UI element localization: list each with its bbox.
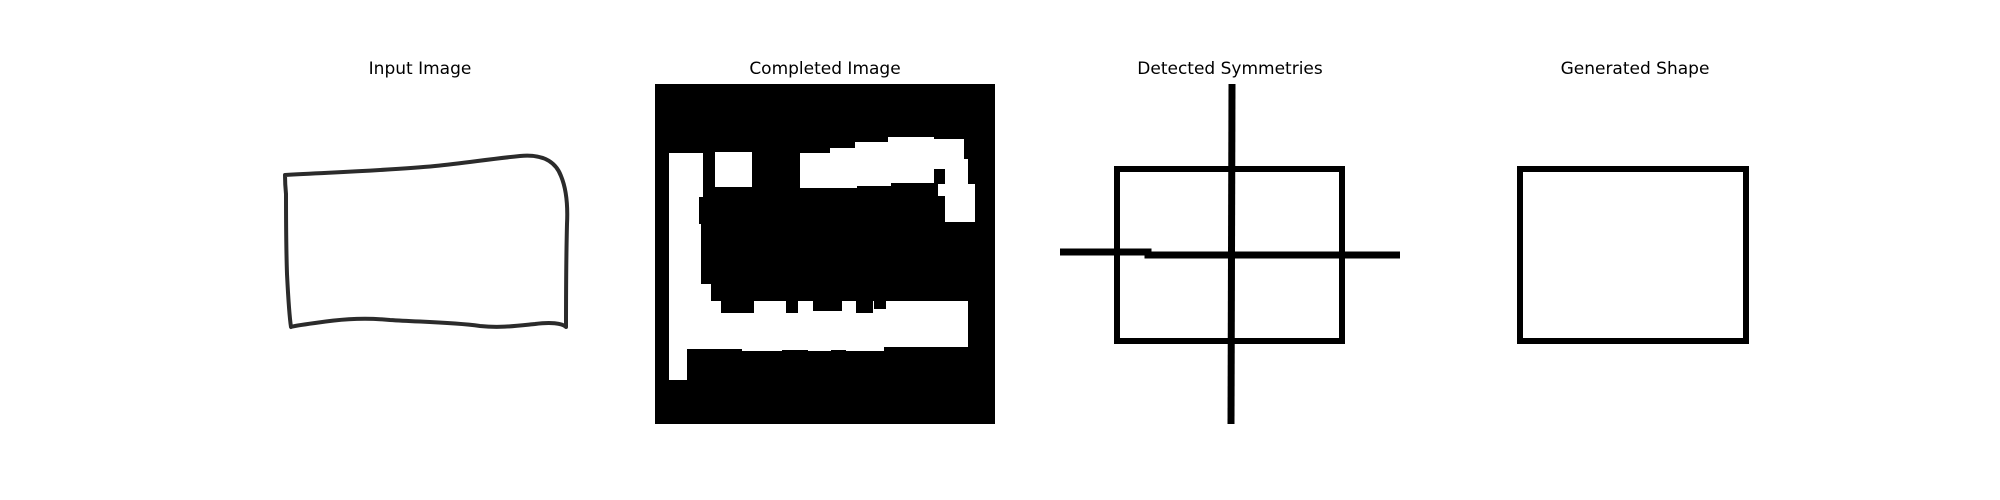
- panel-completed-image: Completed Image: [655, 0, 995, 500]
- panel-title-input: Input Image: [368, 59, 472, 79]
- mask-block: [808, 339, 831, 351]
- mask-gap: [786, 301, 798, 313]
- completed-gaps: [721, 301, 886, 313]
- mask-gap: [874, 301, 886, 309]
- mask-block: [830, 148, 857, 160]
- generated-rectangle: [1517, 166, 1749, 344]
- mask-block: [778, 334, 814, 350]
- mask-gap: [856, 301, 873, 313]
- mask-block: [674, 339, 742, 349]
- input-sketch-svg: [283, 153, 570, 329]
- panel-title-symmetries: Detected Symmetries: [1137, 59, 1323, 79]
- mask-gap: [721, 301, 754, 313]
- panel-title-generated: Generated Shape: [1560, 59, 1710, 79]
- generated-shape-svg: [1517, 166, 1749, 344]
- panel-title-completed: Completed Image: [749, 59, 901, 79]
- completed-background: [655, 84, 995, 424]
- generated-shape-canvas: [1465, 84, 1805, 424]
- panel-input-image: Input Image: [250, 0, 590, 500]
- panel-detected-symmetries: Detected Symmetries: [1060, 0, 1400, 500]
- mask-block: [669, 191, 699, 224]
- horizontal-symmetry-axis: [1060, 248, 1400, 259]
- mask-block: [846, 338, 884, 351]
- mask-block: [855, 142, 891, 186]
- completed-mask-svg: [655, 84, 995, 424]
- input-image-canvas: [250, 84, 590, 424]
- panel-generated-shape: Generated Shape: [1465, 0, 1805, 500]
- mask-block: [945, 159, 968, 189]
- symmetries-canvas: [1060, 83, 1400, 425]
- mask-block: [884, 334, 968, 347]
- input-sketch-outline: [283, 153, 570, 329]
- mask-block: [938, 184, 953, 196]
- mask-block: [831, 338, 846, 350]
- mask-block: [715, 152, 752, 187]
- symmetries-svg: [1060, 83, 1400, 425]
- completed-image-canvas: [655, 84, 995, 424]
- mask-block: [742, 339, 782, 351]
- mask-gap: [813, 301, 842, 311]
- mask-block: [888, 137, 934, 183]
